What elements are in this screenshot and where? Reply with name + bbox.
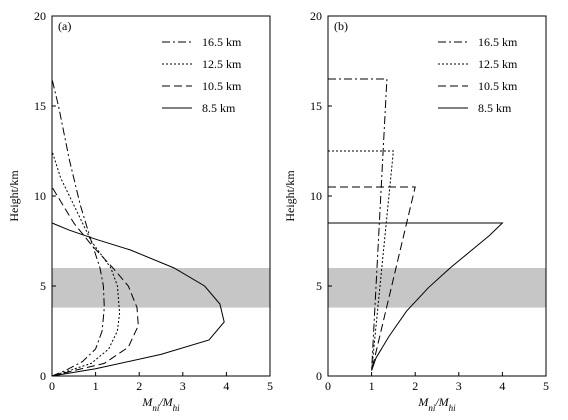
legend-entry-label: 16.5 km [202, 35, 242, 49]
legend-entry-label: 12.5 km [478, 57, 518, 71]
x-tick-label: 3 [180, 379, 186, 393]
series-line-16-5-km [328, 78, 388, 371]
y-axis-label: Height/km [7, 170, 21, 222]
panel-label: (a) [58, 19, 71, 33]
x-tick-label: 0 [325, 379, 331, 393]
x-tick-label: 1 [93, 379, 99, 393]
x-tick-label: 5 [543, 379, 549, 393]
y-tick-label: 15 [34, 99, 46, 113]
series-line-10-5-km [328, 186, 416, 371]
y-axis-label: Height/km [283, 170, 297, 222]
y-tick-label: 5 [316, 279, 322, 293]
legend-entry-label: 8.5 km [478, 101, 512, 115]
x-axis-label-part: M [438, 395, 450, 409]
legend-entry-label: 12.5 km [202, 57, 242, 71]
panel-label: (b) [334, 19, 348, 33]
y-tick-label: 5 [40, 279, 46, 293]
series-line-10-5-km [51, 186, 139, 377]
y-tick-label: 0 [316, 369, 322, 383]
x-tick-label: 4 [223, 379, 229, 393]
series-line-16-5-km [51, 78, 105, 377]
x-axis-label-part: / [434, 395, 440, 409]
x-axis-label-subscript: ni [152, 403, 160, 413]
x-axis-label-part: M [162, 395, 174, 409]
series-line-8-5-km [51, 222, 225, 377]
x-axis-label-part: M [141, 395, 153, 409]
x-axis-label-subscript: hi [449, 403, 457, 413]
x-tick-label: 2 [412, 379, 418, 393]
x-tick-label: 2 [136, 379, 142, 393]
x-tick-label: 1 [369, 379, 375, 393]
legend-entry-label: 10.5 km [202, 79, 242, 93]
x-tick-label: 5 [267, 379, 273, 393]
x-axis-label-part: M [417, 395, 429, 409]
shaded-band [52, 268, 270, 308]
series-line-12-5-km [328, 150, 394, 371]
y-tick-label: 10 [310, 189, 322, 203]
y-tick-label: 10 [34, 189, 46, 203]
x-axis-label-subscript: hi [173, 403, 181, 413]
legend-entry-label: 10.5 km [478, 79, 518, 93]
y-tick-label: 15 [310, 99, 322, 113]
y-tick-label: 20 [310, 9, 322, 23]
legend-entry-label: 16.5 km [478, 35, 518, 49]
y-tick-label: 20 [34, 9, 46, 23]
series-line-8-5-km [328, 222, 504, 371]
x-tick-label: 4 [499, 379, 505, 393]
x-axis-label-part: / [158, 395, 164, 409]
x-axis-label: Mni/Mhi [141, 395, 180, 413]
x-tick-label: 3 [456, 379, 462, 393]
x-axis-label: Mni/Mhi [417, 395, 456, 413]
x-axis-label-subscript: ni [428, 403, 436, 413]
series-line-12-5-km [51, 150, 121, 377]
legend-entry-label: 8.5 km [202, 101, 236, 115]
shaded-band [328, 268, 546, 308]
y-tick-label: 0 [40, 369, 46, 383]
x-tick-label: 0 [49, 379, 55, 393]
